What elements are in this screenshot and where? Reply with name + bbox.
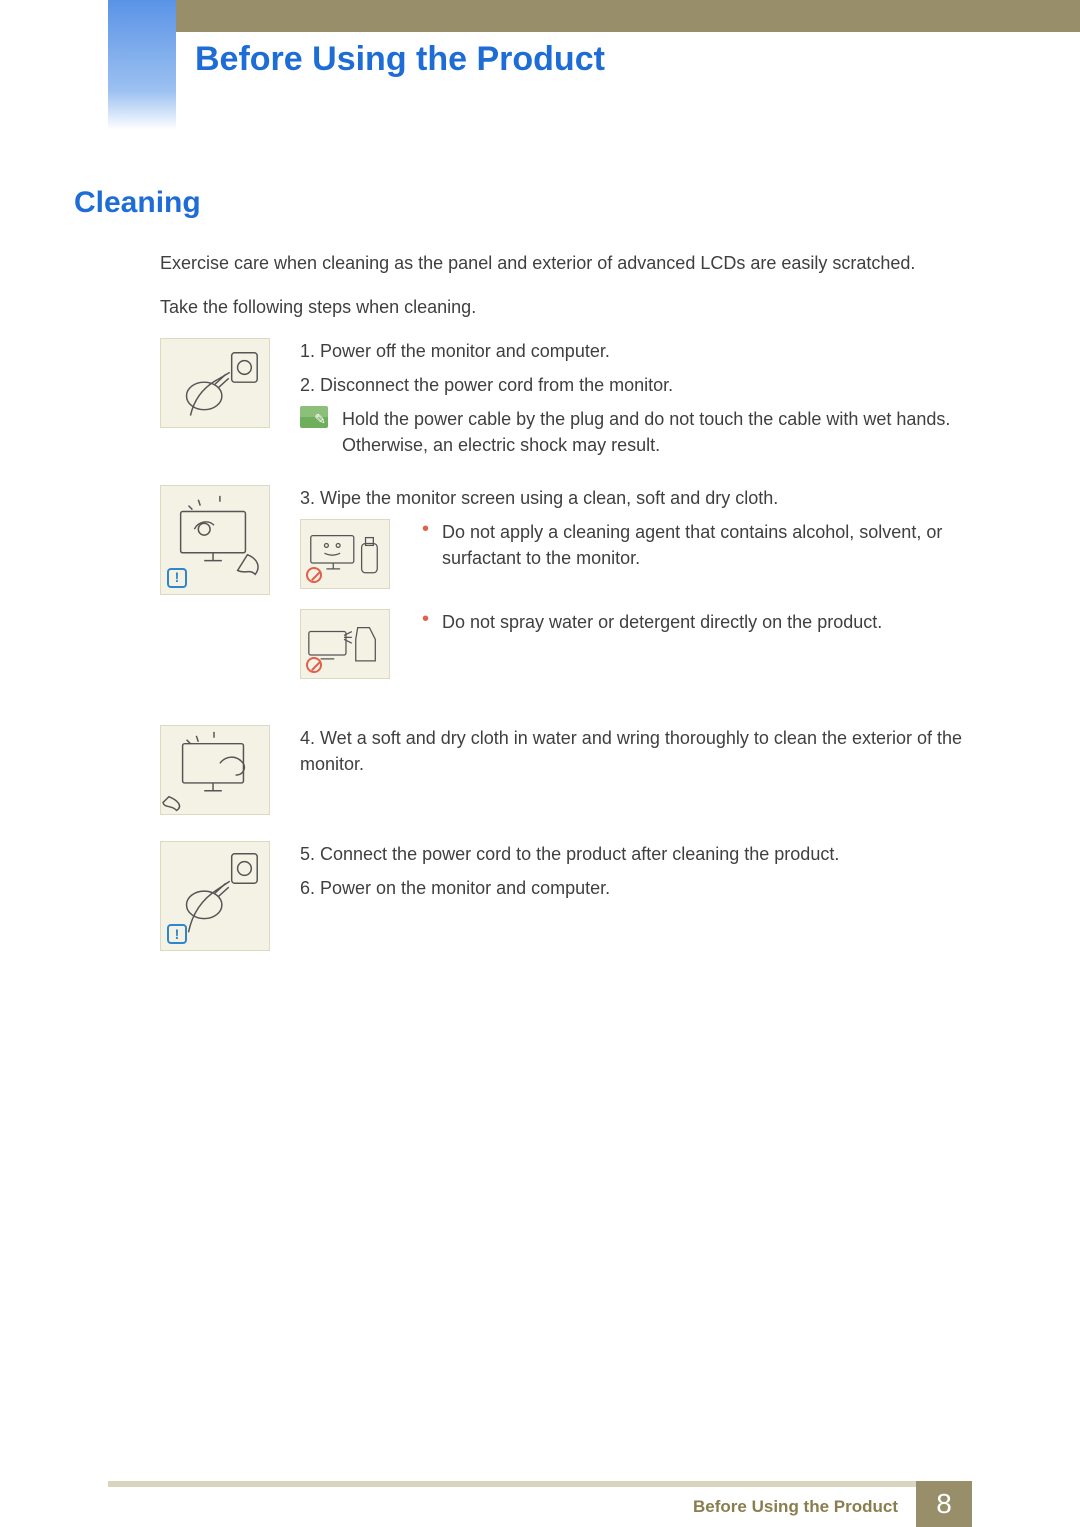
warning-bullet-2: Do not spray water or detergent directly… [416, 609, 990, 635]
footer: Before Using the Product 8 [108, 1481, 972, 1527]
header-bar [108, 0, 1080, 32]
step-1: 1. Power off the monitor and computer. [300, 338, 990, 364]
step-2: 2. Disconnect the power cord from the mo… [300, 372, 990, 398]
intro-paragraph-1: Exercise care when cleaning as the panel… [160, 250, 990, 276]
warning-bullet-1: Do not apply a cleaning agent that conta… [416, 519, 990, 571]
info-badge-icon [167, 568, 187, 588]
footer-label: Before Using the Product [108, 1481, 916, 1527]
illustration-wipe-screen [160, 485, 270, 595]
illustration-reconnect [160, 841, 270, 951]
step-3: 3. Wipe the monitor screen using a clean… [300, 485, 990, 511]
content-area: Exercise care when cleaning as the panel… [160, 250, 990, 977]
warning-row-2: Do not spray water or detergent directly… [300, 609, 990, 679]
section-title: Cleaning [74, 186, 201, 220]
step-block-2: 3. Wipe the monitor screen using a clean… [160, 485, 990, 699]
step-block-4: 5. Connect the power cord to the product… [160, 841, 990, 951]
note-row: Hold the power cable by the plug and do … [300, 406, 990, 458]
footer-page-number: 8 [916, 1481, 972, 1527]
step-block-3: 4. Wet a soft and dry cloth in water and… [160, 725, 990, 815]
note-text: Hold the power cable by the plug and do … [342, 406, 990, 458]
illustration-no-solvent [300, 519, 390, 589]
illustration-no-spray [300, 609, 390, 679]
step-block-1: 1. Power off the monitor and computer. 2… [160, 338, 990, 458]
chapter-title: Before Using the Product [195, 40, 605, 79]
illustration-wipe-exterior [160, 725, 270, 815]
step-4: 4. Wet a soft and dry cloth in water and… [300, 725, 990, 777]
prohibit-icon [306, 567, 322, 583]
illustration-unplug [160, 338, 270, 428]
step-6: 6. Power on the monitor and computer. [300, 875, 990, 901]
chapter-tab [108, 0, 176, 130]
step-5: 5. Connect the power cord to the product… [300, 841, 990, 867]
intro-paragraph-2: Take the following steps when cleaning. [160, 294, 990, 320]
prohibit-icon [306, 657, 322, 673]
warning-row-1: Do not apply a cleaning agent that conta… [300, 519, 990, 589]
info-badge-icon [167, 924, 187, 944]
note-icon [300, 406, 328, 428]
